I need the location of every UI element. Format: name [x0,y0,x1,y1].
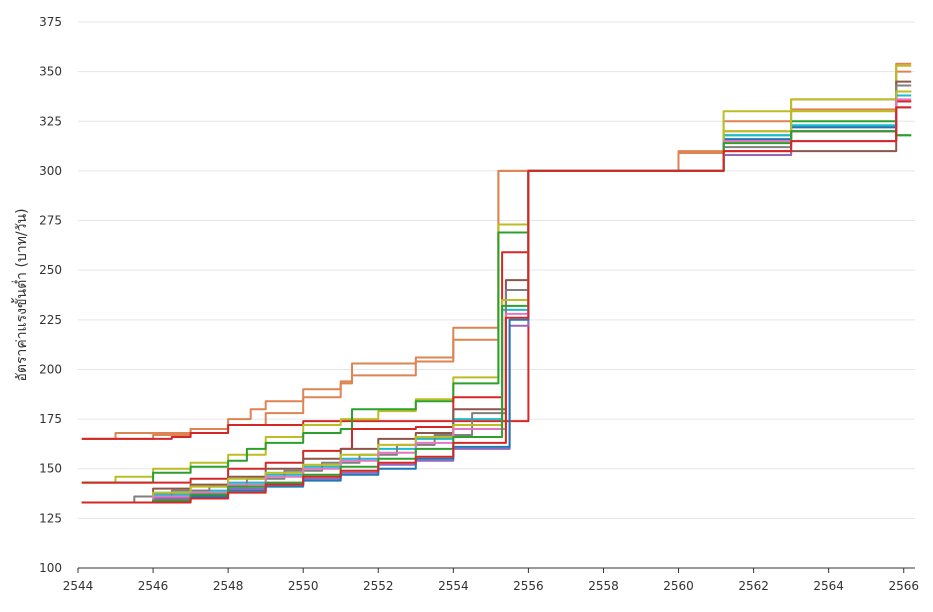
y-tick-label: 375 [39,15,62,29]
y-tick-label: 275 [39,214,62,228]
y-tick-label: 350 [39,65,62,79]
y-tick-label: 175 [39,412,62,426]
axis-layer: 100 125 150 175 200 225 250 275 300 325 350 375 2544… [39,15,919,593]
x-tick-label: 2560 [663,579,694,593]
x-tick-label: 2554 [438,579,469,593]
x-tick-label: 2558 [588,579,619,593]
y-tick-label: 100 [39,561,62,575]
x-tick-label: 2556 [513,579,544,593]
x-tick-label: 2566 [888,579,919,593]
x-tick-label: 2562 [738,579,769,593]
series-line-7 [81,94,912,504]
y-tick-label: 250 [39,263,62,277]
grid-layer [78,21,915,519]
y-tick-label: 150 [39,462,62,476]
x-tick-label: 2564 [813,579,844,593]
y-tick-label: 200 [39,362,62,376]
series-line-11 [81,90,912,504]
series-line-8 [81,80,912,504]
x-tick-label: 2552 [363,579,394,593]
x-tick-label: 2546 [138,579,169,593]
y-tick-label: 225 [39,313,62,327]
series-line-15 [81,106,912,504]
series-layer [81,62,912,504]
y-tick-label: 300 [39,164,62,178]
x-tick-label: 2548 [213,579,244,593]
series-line-9 [81,84,912,504]
y-tick-label: 325 [39,114,62,128]
x-tick-label: 2550 [288,579,319,593]
y-tick-label: 125 [39,511,62,525]
x-tick-label: 2544 [63,579,94,593]
y-axis-title: อัตราค่าแรงขั้นต่ำ (บาท/วัน) [11,208,30,381]
series-line-12 [81,90,912,504]
